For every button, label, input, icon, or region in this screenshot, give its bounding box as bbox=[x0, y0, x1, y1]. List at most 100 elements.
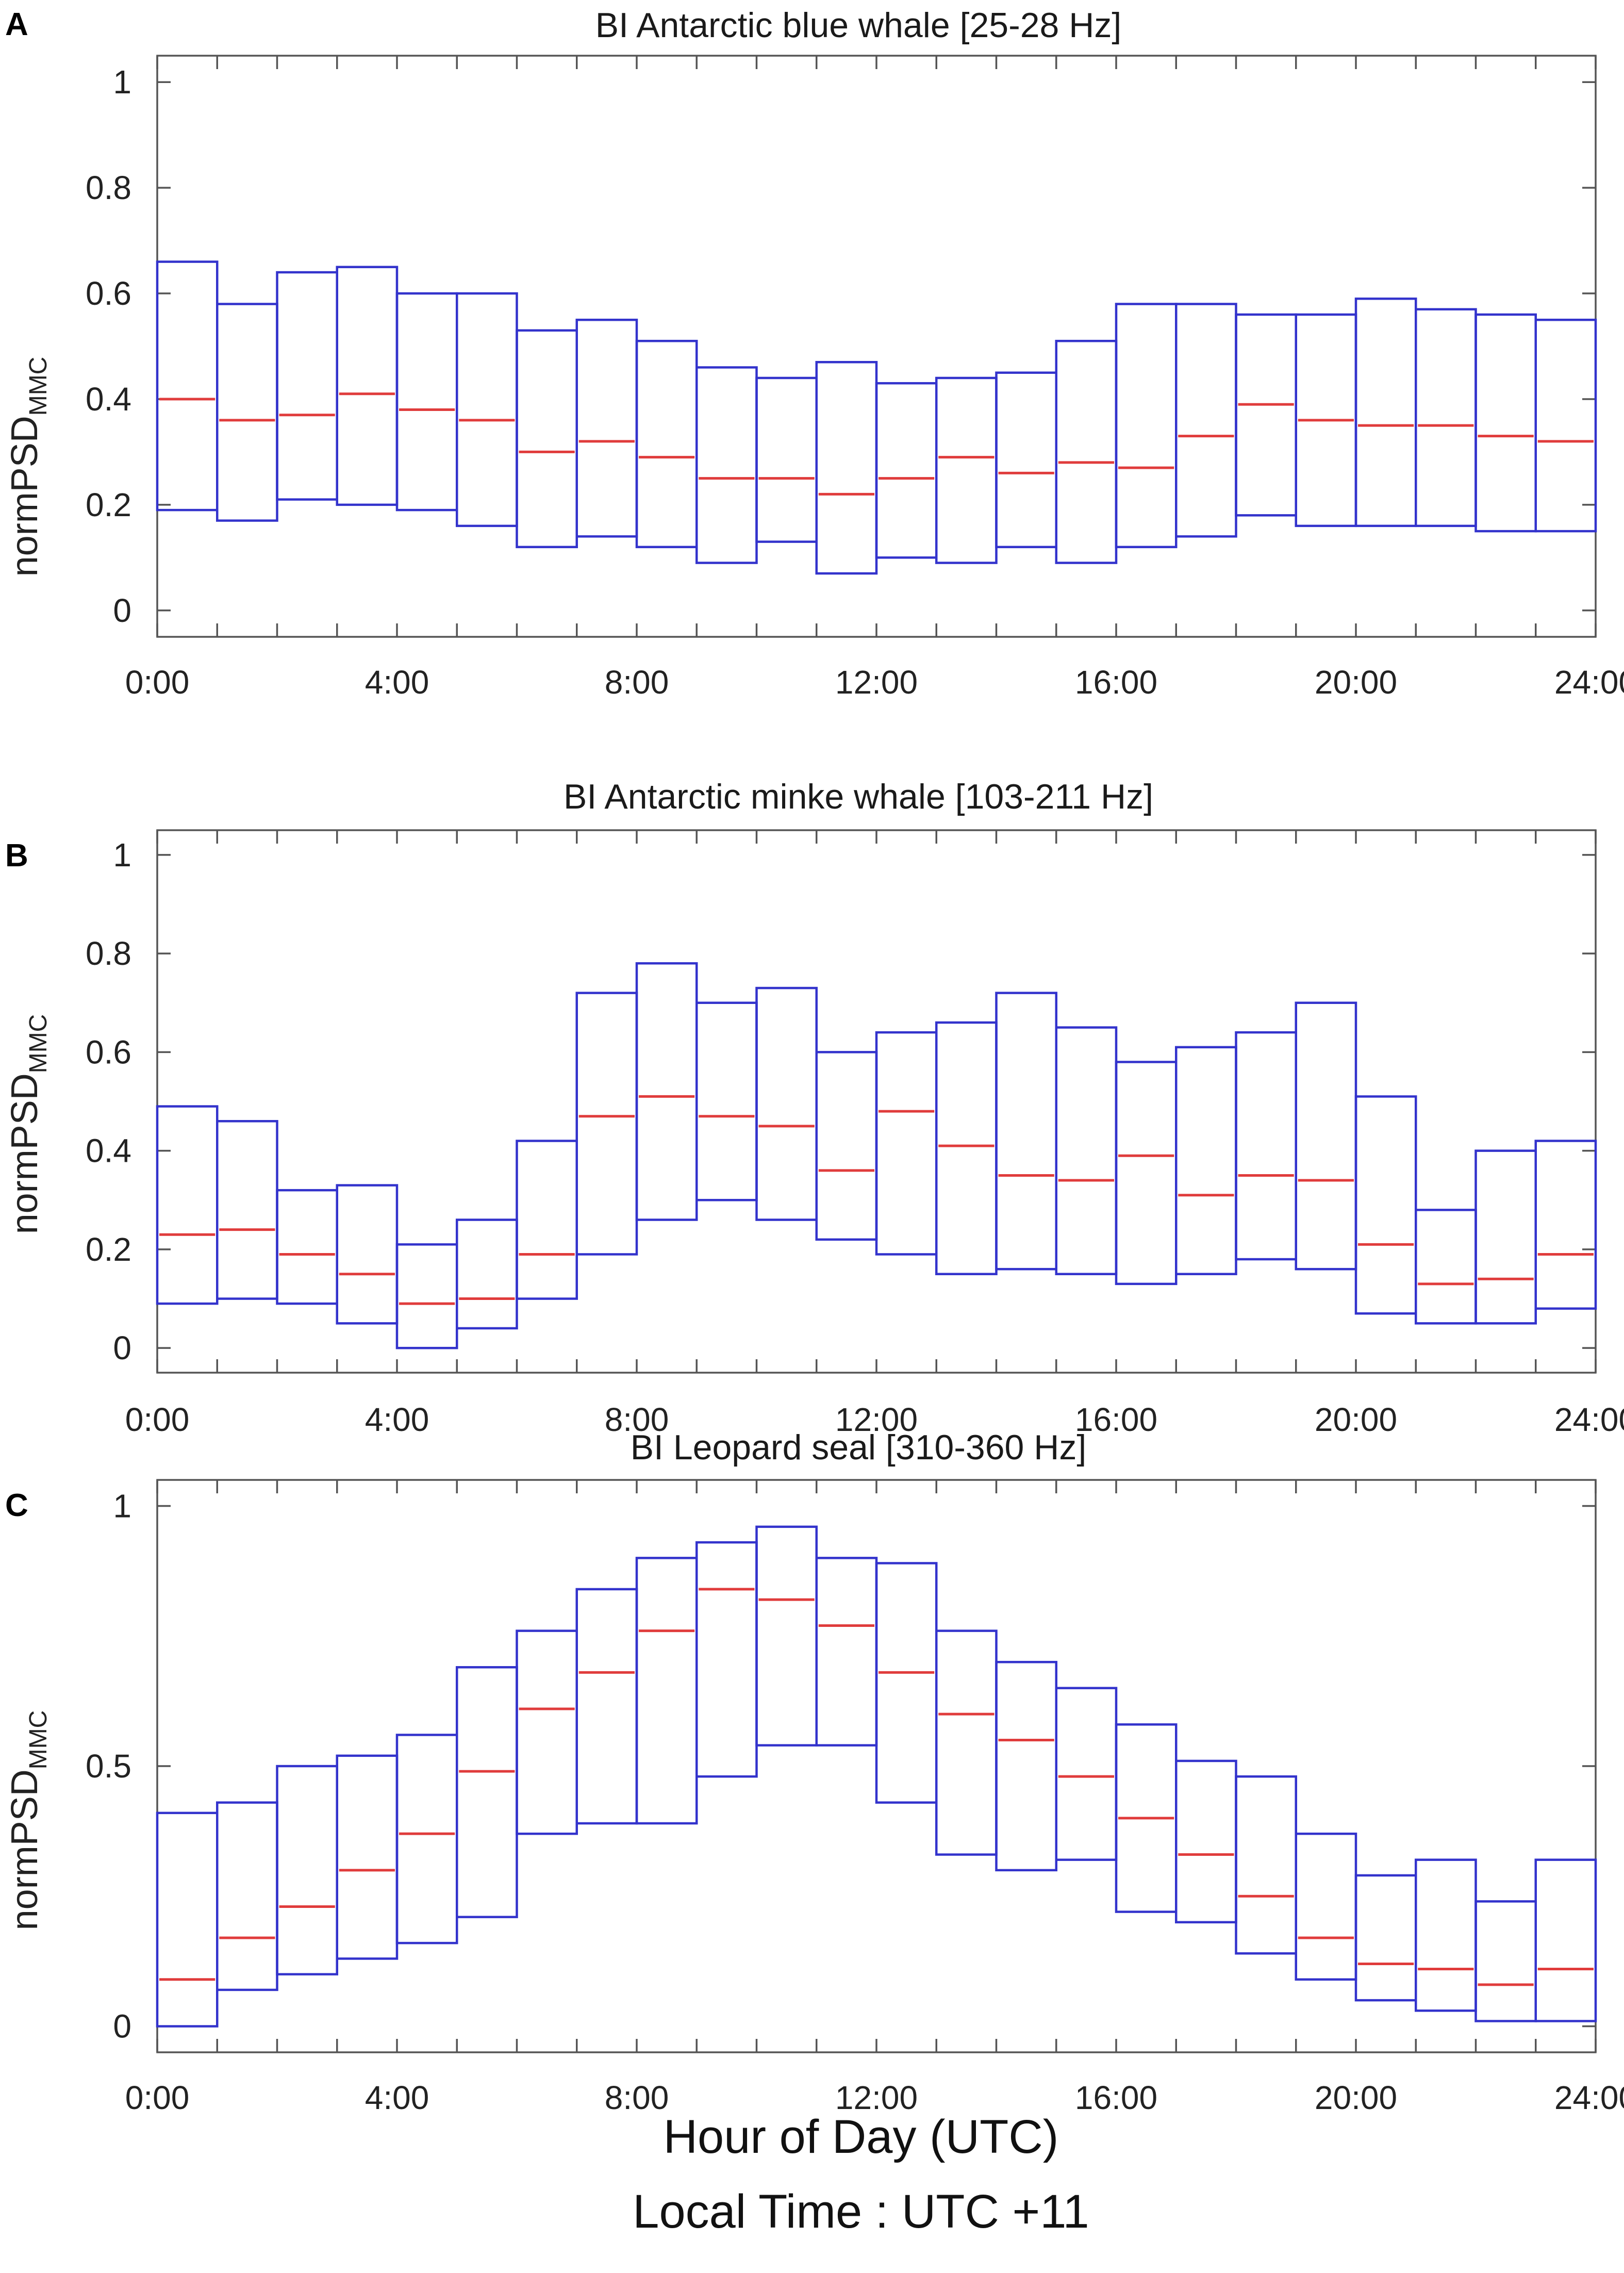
panel-a-ylabel: normPSDMMC bbox=[4, 357, 52, 577]
panel-b-box-hour-4 bbox=[395, 1243, 458, 1349]
panel-b-xtick-label: 8:00 bbox=[605, 1401, 669, 1438]
panel-c-ylabel-sub: MMC bbox=[25, 1710, 52, 1770]
panel-a-box-hour-15 bbox=[1055, 340, 1118, 564]
shared-xlabel-local-time: Local Time : UTC +11 bbox=[633, 2185, 1089, 2238]
panel-c-box-hour-21 bbox=[1415, 1858, 1477, 2012]
panel-b-ytick-label: 0.4 bbox=[86, 1132, 131, 1170]
panel-a-box-hour-3 bbox=[336, 266, 399, 506]
panel-b-xtick-label: 4:00 bbox=[365, 1401, 429, 1438]
panel-a-ytick-label: 0.6 bbox=[86, 275, 131, 312]
panel-c-xtick-label: 12:00 bbox=[835, 2079, 918, 2116]
panel-b-box-hour-22 bbox=[1474, 1149, 1537, 1325]
panel-b-xtick-label: 20:00 bbox=[1315, 1401, 1397, 1438]
panel-b-ylabel-main: normPSD bbox=[4, 1073, 45, 1234]
panel-b-ytick-label: 0.6 bbox=[86, 1033, 131, 1070]
panel-b-ytick-label: 1 bbox=[113, 836, 131, 874]
panel-c-box-hour-23 bbox=[1534, 1858, 1597, 2022]
panel-b-xtick-label: 0:00 bbox=[125, 1401, 190, 1438]
panel-a-title: BI Antarctic blue whale [25-28 Hz] bbox=[595, 6, 1122, 45]
panel-a-xtick-label: 20:00 bbox=[1315, 664, 1397, 701]
panel-b-box-hour-18 bbox=[1235, 1031, 1297, 1261]
panel-a-ytick-label: 1 bbox=[113, 63, 131, 101]
panel-b-box-hour-17 bbox=[1175, 1046, 1237, 1275]
panel-a-box-hour-13 bbox=[935, 376, 998, 564]
panel-b-box-hour-23 bbox=[1534, 1140, 1597, 1310]
panel-a-ytick-label: 0.8 bbox=[86, 169, 131, 206]
panel-b-box-hour-19 bbox=[1295, 1001, 1357, 1271]
panel-b-ylabel-sub: MMC bbox=[25, 1014, 52, 1074]
panel-c-xtick-label: 24:00 bbox=[1554, 2079, 1624, 2116]
panel-b: B BI Antarctic minke whale [103-211 Hz] … bbox=[4, 777, 1624, 1438]
panel-c-xtick-label: 8:00 bbox=[605, 2079, 669, 2116]
panel-b-box-hour-6 bbox=[516, 1140, 578, 1300]
panel-b-box-hour-9 bbox=[695, 1001, 758, 1201]
panel-a-box-hour-14 bbox=[995, 371, 1057, 549]
panel-a-box-hour-6 bbox=[516, 329, 578, 549]
panel-a-box-hour-16 bbox=[1115, 303, 1178, 549]
panel-a-box-hour-18 bbox=[1235, 313, 1297, 517]
panel-b-box-hour-0 bbox=[156, 1105, 219, 1305]
panel-c-box-hour-11 bbox=[815, 1557, 878, 1747]
panel-c-box-hour-14 bbox=[995, 1660, 1057, 1872]
panel-b-box-hour-7 bbox=[575, 992, 638, 1256]
panel-a-plot: 0:00 4:00 8:00 12:00 16:00 20:00 24:00 0 0.2 0.4 0… bbox=[86, 55, 1624, 701]
panel-a-box-hour-4 bbox=[395, 292, 458, 512]
panel-b-xtick-label: 12:00 bbox=[835, 1401, 918, 1438]
panel-b-box-hour-2 bbox=[276, 1189, 338, 1305]
panel-b-xtick-label: 24:00 bbox=[1554, 1401, 1624, 1438]
panel-c-box-hour-20 bbox=[1354, 1874, 1417, 2002]
panel-c-box-hour-15 bbox=[1055, 1687, 1118, 1861]
svg-text:normPSDMMC: normPSDMMC bbox=[4, 357, 52, 577]
panel-c-xtick-label: 20:00 bbox=[1315, 2079, 1397, 2116]
panel-a-xtick-label: 16:00 bbox=[1075, 664, 1157, 701]
panel-a-box-hour-22 bbox=[1474, 313, 1537, 533]
panel-c-box-hour-8 bbox=[635, 1557, 698, 1825]
svg-text:normPSDMMC: normPSDMMC bbox=[4, 1710, 52, 1931]
panel-a-box-hour-21 bbox=[1415, 308, 1477, 528]
panel-a-box-hour-7 bbox=[575, 319, 638, 538]
panel-a-box-hour-8 bbox=[635, 340, 698, 549]
panel-a-box-hour-10 bbox=[755, 376, 818, 543]
panel-b-box-hour-5 bbox=[456, 1218, 518, 1330]
panel-b-ylabel: normPSDMMC bbox=[4, 1014, 52, 1234]
svg-text:normPSDMMC: normPSDMMC bbox=[4, 1014, 52, 1234]
shared-xlabel: Hour of Day (UTC) bbox=[664, 2111, 1059, 2163]
panel-a-box-hour-2 bbox=[276, 271, 338, 501]
panel-c-box-hour-19 bbox=[1295, 1832, 1357, 1981]
panel-c-ylabel: normPSDMMC bbox=[4, 1710, 52, 1931]
panel-c-xtick-label: 16:00 bbox=[1075, 2079, 1157, 2116]
panel-c-box-hour-18 bbox=[1235, 1775, 1297, 1955]
panel-c-ytick-label: 0.5 bbox=[86, 1748, 131, 1785]
panel-b-box-hour-10 bbox=[755, 986, 818, 1221]
panel-c-box-hour-1 bbox=[216, 1801, 278, 1991]
panel-letter-c: C bbox=[5, 1488, 28, 1523]
panel-b-box-hour-21 bbox=[1415, 1209, 1477, 1325]
panel-b-box-hour-16 bbox=[1115, 1061, 1178, 1286]
panel-a-xtick-label: 0:00 bbox=[125, 664, 190, 701]
panel-a-ylabel-sub: MMC bbox=[25, 357, 52, 416]
panel-c-box-hour-10 bbox=[755, 1525, 818, 1747]
panel-c-box-hour-9 bbox=[695, 1541, 758, 1778]
panel-a-xtick-label: 8:00 bbox=[605, 664, 669, 701]
panel-c-ytick-label: 0 bbox=[113, 2008, 131, 2045]
panel-a-ytick-label: 0.2 bbox=[86, 486, 131, 523]
panel-a-box-hour-5 bbox=[456, 292, 518, 528]
panel-b-title: BI Antarctic minke whale [103-211 Hz] bbox=[564, 777, 1153, 816]
panel-b-box-hour-14 bbox=[995, 992, 1057, 1271]
panel-a-ytick-label: 0.4 bbox=[86, 381, 131, 418]
panel-a-box-hour-9 bbox=[695, 366, 758, 564]
panel-a-box-hour-1 bbox=[216, 303, 278, 522]
panel-c-title: BI Leopard seal [310-360 Hz] bbox=[631, 1428, 1087, 1467]
panel-c-box-hour-22 bbox=[1474, 1900, 1537, 2022]
panel-a-ytick-label: 0 bbox=[113, 592, 131, 629]
panel-c-box-hour-2 bbox=[276, 1765, 338, 1975]
panel-a: A BI Antarctic blue whale [25-28 Hz] nor… bbox=[4, 6, 1624, 701]
panel-a-box-hour-23 bbox=[1534, 319, 1597, 533]
panel-a-xtick-label: 4:00 bbox=[365, 664, 429, 701]
panel-a-box-hour-17 bbox=[1175, 303, 1237, 538]
panel-c-box-hour-6 bbox=[516, 1629, 578, 1835]
panel-a-box-hour-11 bbox=[815, 360, 878, 575]
panel-c-ytick-label: 1 bbox=[113, 1487, 131, 1524]
panel-c-ylabel-main: normPSD bbox=[4, 1769, 45, 1930]
